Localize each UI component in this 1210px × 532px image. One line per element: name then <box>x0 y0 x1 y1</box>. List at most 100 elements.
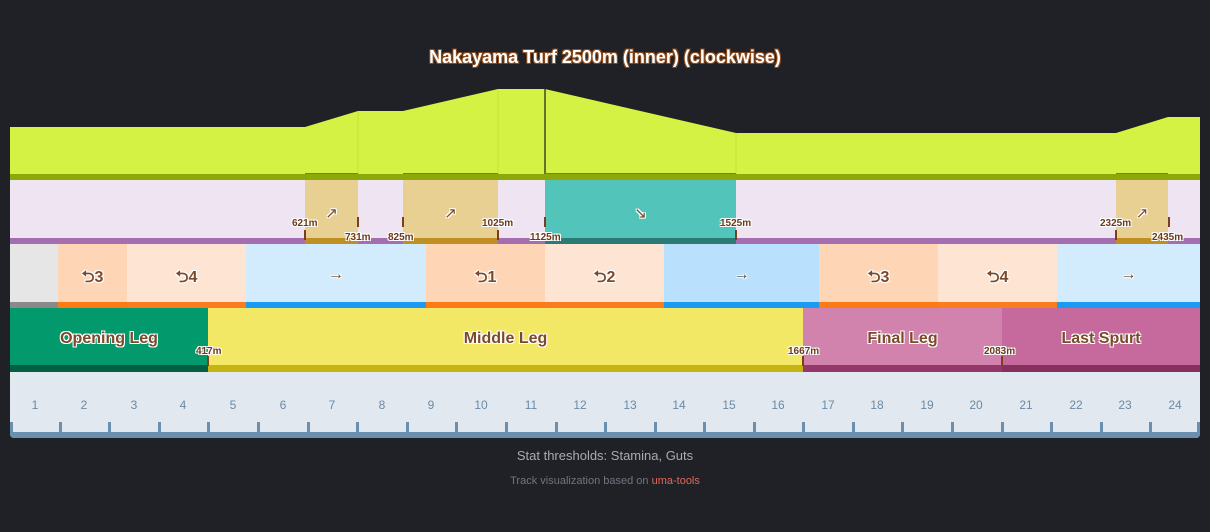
corner-segment[interactable]: ⮌2 <box>545 244 664 308</box>
straight-bar <box>1057 302 1200 308</box>
marker-tick <box>1168 217 1170 227</box>
ruler-label: 24 <box>1168 398 1182 412</box>
straight-bar <box>246 302 426 308</box>
phase-opening-leg[interactable]: Opening Leg <box>10 308 208 372</box>
ruler-label: 14 <box>672 398 686 412</box>
distance-label: 621m <box>292 218 318 229</box>
ruler-label: 18 <box>870 398 884 412</box>
distance-ruler: 1 2 3 4 5 6 7 8 9 10 11 12 13 14 15 16 1… <box>10 372 1200 438</box>
ruler-label: 19 <box>920 398 934 412</box>
ruler-label: 12 <box>573 398 587 412</box>
ruler-label: 13 <box>623 398 637 412</box>
corner-icon: ⮌1 <box>474 269 497 286</box>
corner-segment[interactable]: ⮌3 <box>819 244 938 308</box>
ruler-tick <box>455 422 458 432</box>
ruler-label: 9 <box>427 398 435 412</box>
slope-row: ↗ ↗ ↘ ↗ 621m 731m 825m 1025m 1125m 1525m… <box>10 180 1200 244</box>
marker-tick <box>1115 230 1117 240</box>
corner-bar <box>58 302 127 308</box>
ruler-tick <box>158 422 161 432</box>
distance-label: 1125m <box>530 232 561 243</box>
uphill-segment[interactable]: ↗ <box>305 180 358 244</box>
marker-tick <box>357 217 359 227</box>
ruler-tick <box>505 422 508 432</box>
corner-icon: ⮌3 <box>81 269 104 286</box>
ruler-tick <box>951 422 954 432</box>
marker-tick <box>735 230 737 240</box>
corner-segment[interactable]: ⮌4 <box>938 244 1057 308</box>
straight-arrow-icon: → <box>733 266 750 283</box>
corner-bar <box>127 302 246 308</box>
straight-segment[interactable]: → <box>1057 244 1200 308</box>
corner-row: ⮌3 ⮌4 → ⮌1 ⮌2 → ⮌3 ⮌4 <box>10 244 1200 308</box>
phase-label: Opening Leg <box>60 330 158 347</box>
downhill-segment[interactable]: ↘ <box>545 180 736 244</box>
ruler-tick <box>802 422 805 432</box>
ruler-label: 22 <box>1069 398 1083 412</box>
ruler-tick <box>1050 422 1053 432</box>
ruler-tick <box>406 422 409 432</box>
phase-label: Last Spurt <box>1061 330 1141 347</box>
corner-icon: ⮌4 <box>175 269 198 286</box>
marker-tick <box>497 230 499 240</box>
ruler-label: 7 <box>328 398 336 412</box>
distance-label: 2083m <box>984 346 1016 357</box>
ruler-tick <box>356 422 359 432</box>
elevation-profile <box>10 80 1200 180</box>
distance-label: 1525m <box>720 218 752 229</box>
uma-tools-link[interactable]: uma-tools <box>651 475 700 487</box>
corner-bar <box>938 302 1057 308</box>
marker-tick <box>544 217 546 227</box>
ruler-label: 2 <box>80 398 88 412</box>
corner-icon: ⮌3 <box>867 269 890 286</box>
ruler-label: 16 <box>771 398 785 412</box>
phase-final-leg[interactable]: Final Leg <box>803 308 1002 372</box>
uphill-segment[interactable]: ↗ <box>403 180 498 244</box>
downhill-bar <box>545 238 736 244</box>
corner-segment[interactable]: ⮌1 <box>426 244 545 308</box>
phase-row: Opening Leg Middle Leg Final Leg Last Sp… <box>10 308 1200 372</box>
ruler-label: 4 <box>179 398 187 412</box>
start-segment[interactable] <box>10 244 58 308</box>
straight-bar <box>664 302 819 308</box>
ruler-tick <box>307 422 310 432</box>
phase-label: Middle Leg <box>463 330 548 347</box>
track-diagram: ↗ ↗ ↘ ↗ 621m 731m 825m 1025m 1125m 1525m… <box>10 80 1200 438</box>
ruler-tick <box>703 422 706 432</box>
corner-icon: ⮌2 <box>593 269 616 286</box>
ruler-tick <box>604 422 607 432</box>
stat-thresholds: Stat thresholds: Stamina, Guts <box>516 448 694 463</box>
uphill-arrow-icon: ↗ <box>325 205 338 222</box>
ruler-tick <box>654 422 657 432</box>
ruler-tick <box>10 422 13 432</box>
ruler-label: 23 <box>1118 398 1132 412</box>
corner-segment[interactable]: ⮌3 <box>58 244 127 308</box>
ruler-label: 8 <box>378 398 386 412</box>
distance-label: 1667m <box>788 346 820 357</box>
ruler-tick <box>108 422 111 432</box>
straight-segment[interactable]: → <box>664 244 819 308</box>
ruler-tick <box>852 422 855 432</box>
distance-label: 731m <box>345 232 371 243</box>
ruler-label: 5 <box>229 398 237 412</box>
ruler-tick <box>257 422 260 432</box>
ruler-tick <box>1197 422 1200 432</box>
phase-last-spurt[interactable]: Last Spurt <box>1002 308 1200 372</box>
ruler-label: 10 <box>474 398 488 412</box>
downhill-arrow-icon: ↘ <box>634 205 647 222</box>
elevation-chart <box>10 89 1200 180</box>
ruler-label: 1 <box>31 398 39 412</box>
corner-segment[interactable]: ⮌4 <box>127 244 246 308</box>
ruler-tick <box>59 422 62 432</box>
marker-tick <box>1001 356 1003 366</box>
uphill-segment[interactable]: ↗ <box>1116 180 1168 244</box>
ruler-label: 20 <box>969 398 983 412</box>
ruler-label: 17 <box>821 398 835 412</box>
phase-middle-leg[interactable]: Middle Leg <box>208 308 803 372</box>
ruler-baseline <box>10 432 1200 438</box>
phase-bar <box>208 365 803 372</box>
ruler-label: 21 <box>1019 398 1033 412</box>
ruler-label: 6 <box>279 398 287 412</box>
straight-segment[interactable]: → <box>246 244 426 308</box>
ruler-tick <box>901 422 904 432</box>
